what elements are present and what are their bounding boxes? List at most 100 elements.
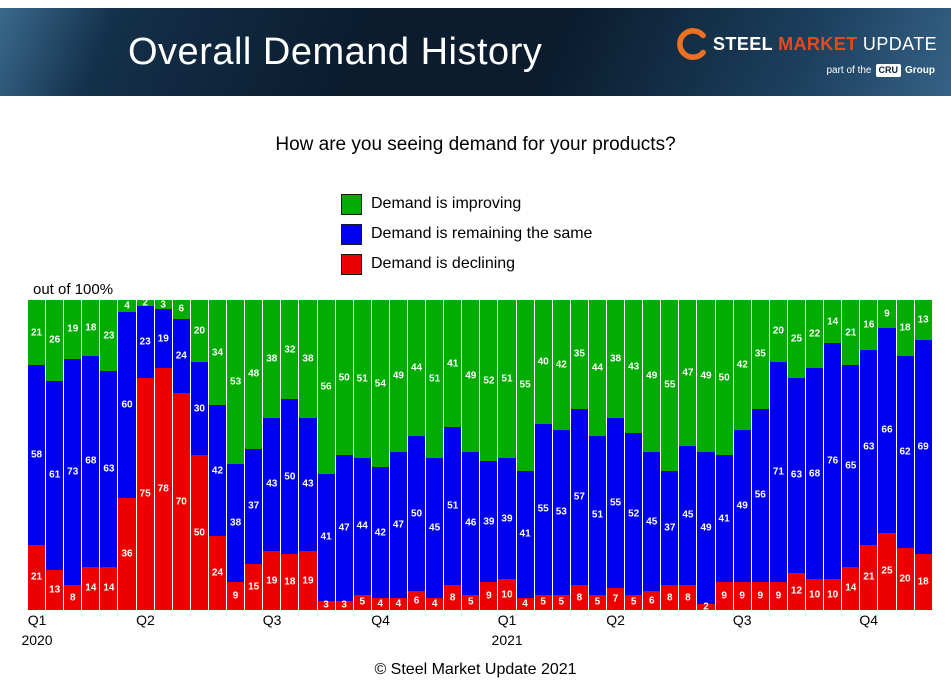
segment-value: 18 xyxy=(85,322,97,334)
bar: 49 45 6 xyxy=(643,300,661,610)
segment-declining: 9 xyxy=(480,582,498,611)
segment-value: 22 xyxy=(809,328,821,340)
segment-same: 38 xyxy=(227,464,245,583)
segment-value: 20 xyxy=(193,325,205,337)
segment-value: 12 xyxy=(790,585,803,597)
smu-logo-text: STEEL MARKET UPDATE xyxy=(713,34,937,55)
segment-value: 40 xyxy=(537,356,549,368)
segment-same: 43 xyxy=(299,417,317,552)
segment-value: 44 xyxy=(591,362,604,374)
bar: 38 43 19 xyxy=(263,300,281,610)
segment-improving: 49 xyxy=(389,300,407,452)
segment-value: 16 xyxy=(863,319,875,331)
segment-same: 68 xyxy=(806,368,824,579)
segment-declining: 70 xyxy=(172,393,190,610)
x-tick: Q1 2021 xyxy=(491,612,523,648)
tagline-prefix: part of the xyxy=(826,65,872,76)
segment-value: 42 xyxy=(211,465,224,476)
segment-value: 35 xyxy=(754,348,766,360)
bar: 55 37 8 xyxy=(661,300,679,610)
segment-same: 65 xyxy=(842,365,860,567)
segment-improving: 50 xyxy=(715,300,733,455)
segment-declining: 6 xyxy=(407,591,426,610)
segment-improving: 18 xyxy=(82,300,100,356)
segment-value: 10 xyxy=(501,589,513,600)
segment-declining: 9 xyxy=(227,582,245,610)
segment-same: 68 xyxy=(82,355,100,567)
segment-value: 42 xyxy=(555,359,567,371)
segment-value: 44 xyxy=(356,520,368,532)
segment-improving: 50 xyxy=(335,300,353,455)
segment-declining: 5 xyxy=(462,594,480,610)
segment-value: 18 xyxy=(917,576,929,588)
x-tick: Q3 xyxy=(262,612,282,628)
segment-value: 57 xyxy=(573,491,585,503)
segment-value: 23 xyxy=(139,336,151,348)
segment-declining: 5 xyxy=(534,594,552,610)
bar: 54 42 4 xyxy=(371,300,389,611)
segment-same: 71 xyxy=(769,362,787,583)
segment-value: 41 xyxy=(718,513,730,525)
segment-value: 25 xyxy=(881,565,893,577)
segment-value: 39 xyxy=(501,513,513,525)
segment-same: 45 xyxy=(426,458,444,598)
segment-declining: 8 xyxy=(661,585,679,610)
segment-value: 8 xyxy=(449,592,456,604)
legend-swatch-same xyxy=(341,223,362,245)
segment-same: 69 xyxy=(914,340,932,555)
segment-improving: 20 xyxy=(190,300,208,362)
segment-improving: 53 xyxy=(227,300,245,465)
segment-value: 21 xyxy=(30,327,43,339)
segment-value: 63 xyxy=(103,463,115,475)
bar: 41 51 8 xyxy=(444,300,462,610)
bar: 23 63 14 xyxy=(100,300,118,610)
segment-value: 8 xyxy=(667,592,673,604)
segment-value: 44 xyxy=(410,362,423,374)
segment-same: 37 xyxy=(245,448,263,564)
bar: 18 62 20 xyxy=(896,300,914,610)
segment-improving: 42 xyxy=(733,300,751,431)
bar: 42 49 9 xyxy=(733,300,751,611)
chart-question: How are you seeing demand for your produ… xyxy=(275,134,676,155)
segment-declining: 4 xyxy=(426,597,444,610)
segment-value: 24 xyxy=(211,567,224,579)
segment-improving: 26 xyxy=(46,300,64,381)
segment-declining: 4 xyxy=(371,597,389,611)
segment-value: 47 xyxy=(338,522,350,534)
segment-value: 47 xyxy=(392,519,404,531)
segment-value: 9 xyxy=(884,308,890,320)
segment-value: 19 xyxy=(266,575,278,587)
segment-value: 39 xyxy=(483,516,495,528)
segment-same: 30 xyxy=(190,362,208,455)
segment-value: 70 xyxy=(175,496,187,507)
segment-improving: 48 xyxy=(245,300,263,449)
segment-same: 63 xyxy=(787,377,806,573)
segment-declining: 19 xyxy=(263,551,281,610)
segment-improving: 35 xyxy=(751,300,769,409)
segment-value: 52 xyxy=(483,375,495,387)
segment-improving: 21 xyxy=(28,300,46,366)
segment-declining: 8 xyxy=(679,585,697,610)
segment-value: 51 xyxy=(447,500,459,512)
legend-item-declining: Demand is declining xyxy=(341,253,592,275)
segment-declining: 4 xyxy=(389,597,407,611)
x-tick: Q4 xyxy=(859,612,879,628)
x-axis: Q1 2020 Q2 Q3 Q4 Q1 2021 Q2 Q3 Q4 xyxy=(21,612,932,661)
segment-value: 3 xyxy=(323,599,329,611)
segment-improving: 55 xyxy=(516,300,534,471)
segment-value: 9 xyxy=(775,590,782,602)
smu-logo-tagline: part of the CRU Group xyxy=(826,64,935,77)
segment-value: 41 xyxy=(519,528,531,540)
logo-steel: STEEL xyxy=(713,33,773,54)
segment-value: 19 xyxy=(157,333,169,345)
segment-value: 20 xyxy=(899,573,911,585)
segment-same: 51 xyxy=(444,427,462,586)
segment-value: 53 xyxy=(555,506,567,518)
bar: 19 73 8 xyxy=(64,300,82,610)
segment-same: 42 xyxy=(208,405,227,536)
segment-improving: 38 xyxy=(607,300,625,418)
segment-same: 39 xyxy=(498,458,516,579)
segment-value: 5 xyxy=(468,596,474,608)
bar: 34 42 24 xyxy=(208,300,227,611)
segment-same: 63 xyxy=(860,349,878,545)
